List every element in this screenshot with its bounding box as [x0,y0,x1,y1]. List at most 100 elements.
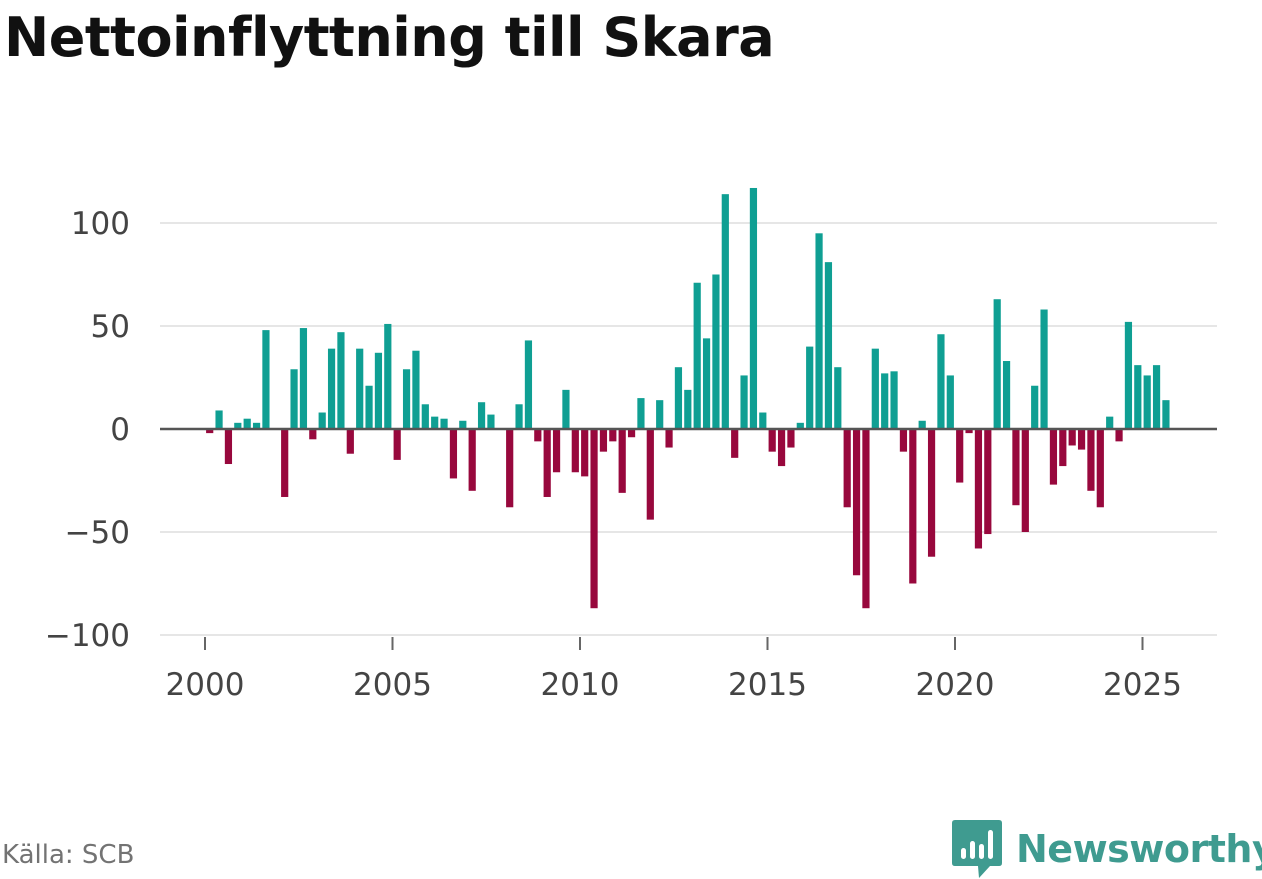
bar [731,429,739,458]
bar [290,369,298,429]
bar [1077,429,1086,450]
bar [1012,429,1020,506]
bar [796,422,804,429]
bar [571,429,579,473]
bar [852,429,861,576]
y-tick-label: 100 [71,206,130,242]
bar [618,429,626,493]
bar [534,429,542,442]
bar [402,369,411,429]
bar [252,422,261,429]
bar [946,375,954,429]
bar [684,389,692,429]
bar [1002,361,1011,429]
bar [262,330,270,429]
bar [806,346,814,429]
bar [609,429,617,442]
bar [909,429,917,584]
bar [552,429,561,473]
bar [224,429,233,465]
bar [449,429,458,479]
y-tick-label: −50 [65,515,130,551]
bar [515,404,523,429]
bar [956,429,964,483]
bar [834,367,842,429]
x-tick-label: 2005 [353,667,432,703]
bar-chart-bubble-icon [952,820,1002,878]
bar [487,414,495,429]
bar [506,429,514,508]
bar [702,338,711,429]
bar [871,348,879,429]
bar [215,410,223,429]
bar [646,429,654,520]
bar [787,429,795,448]
bar [421,404,429,429]
bar [346,429,354,454]
bar [440,418,448,429]
bar [1106,416,1114,429]
bar [337,332,345,429]
y-tick-label: 50 [91,309,130,345]
bar [927,429,936,557]
bar [1021,429,1029,532]
bar [524,340,533,429]
bar [937,334,945,429]
bar [384,323,392,429]
bar [777,429,786,467]
chart-title: Nettoinflyttning till Skara [4,6,775,69]
bars [206,187,1170,609]
bar [974,429,983,549]
bar [712,274,720,429]
bar [590,429,598,609]
bar [965,429,973,434]
bar [477,402,486,429]
bar [1049,429,1058,485]
bar [412,350,420,429]
x-tick-label: 2020 [916,667,995,703]
bar [1124,321,1133,429]
bar [468,429,476,491]
bar [749,187,758,429]
brand-name: Newsworthy [1016,827,1262,871]
bar [1031,385,1039,429]
y-axis-labels: 100 50 0 −50 −100 [45,206,130,654]
bar [881,373,889,429]
bar [899,429,908,452]
bar [656,400,664,429]
bar [824,262,833,429]
bar [627,429,636,438]
bar [1152,365,1161,429]
gridlines [160,222,1217,636]
bar [1068,429,1076,446]
bar [674,367,683,429]
bar [693,282,701,429]
bar [562,389,570,429]
x-tick-label: 2015 [728,667,807,703]
bar [918,420,926,429]
bar [637,398,645,429]
x-tick-label: 2025 [1103,667,1182,703]
y-tick-label: 0 [110,412,130,448]
brand-logo: Newsworthy [952,820,1262,878]
bar [1087,429,1095,491]
y-tick-label: −100 [45,618,130,654]
bar [299,328,308,429]
bar [318,412,326,429]
bar [327,348,336,429]
bar [1040,309,1048,429]
bar [815,233,823,429]
bar [843,429,851,508]
x-tick-label: 2010 [541,667,620,703]
source-label: Källa: SCB [2,840,135,870]
bar [759,412,767,429]
bar [309,429,317,440]
bar [365,385,373,429]
bar [665,429,673,448]
bar [599,429,608,452]
bar [281,429,289,497]
bar [862,429,870,609]
bar [543,429,551,497]
bar [234,422,242,429]
bar [356,348,364,429]
